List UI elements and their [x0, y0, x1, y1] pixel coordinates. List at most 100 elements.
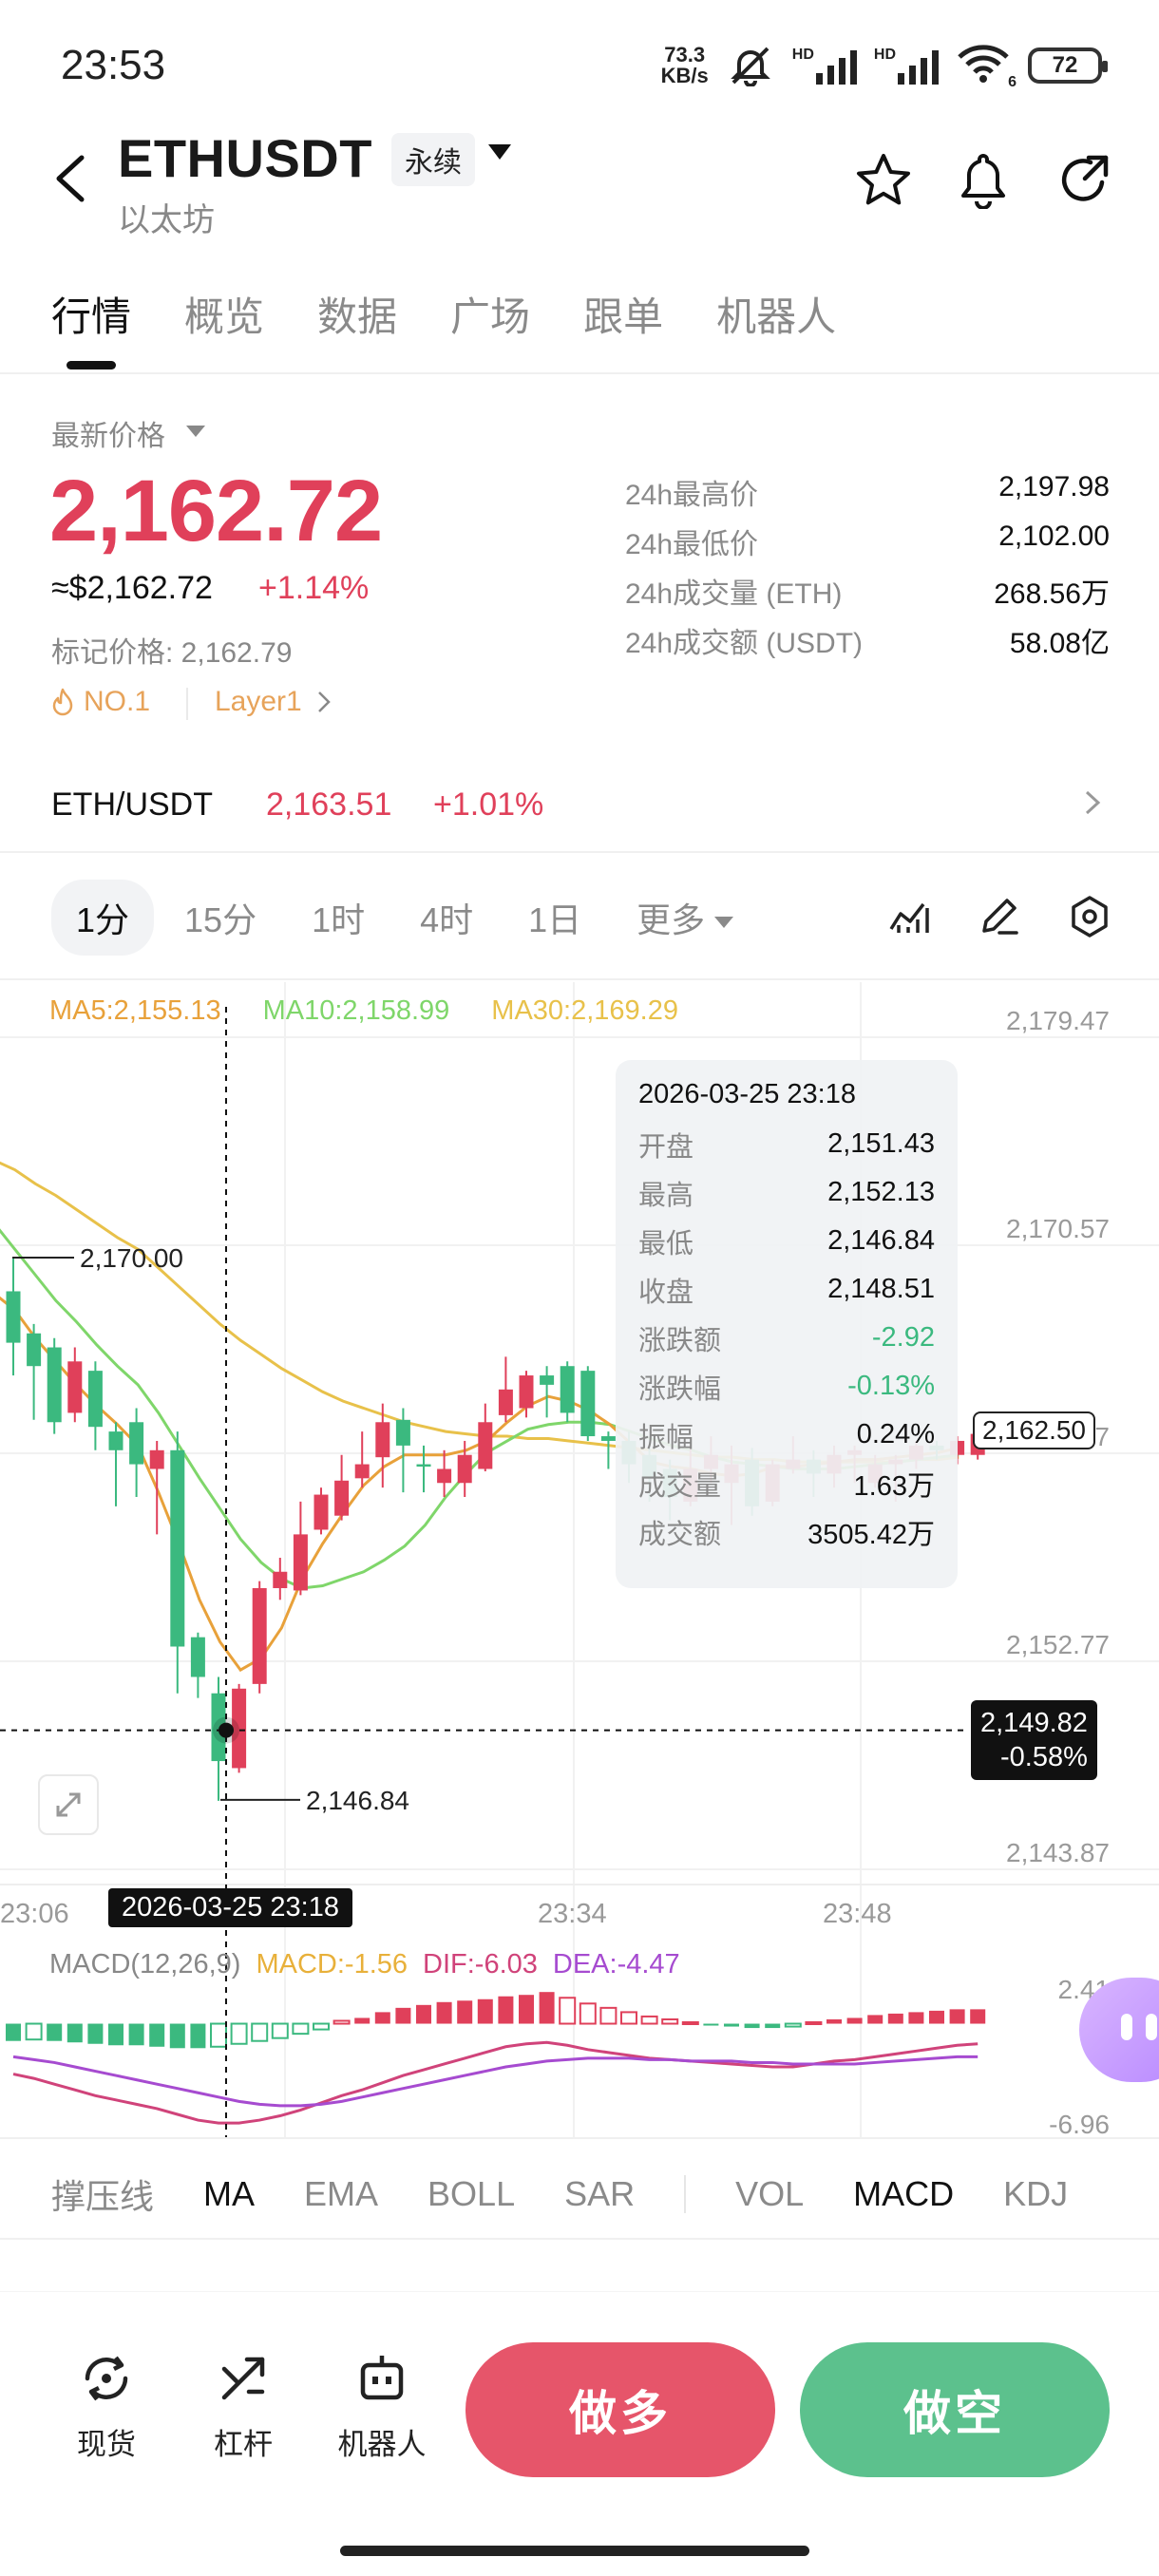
indicator-ma[interactable]: MA	[203, 2174, 256, 2213]
indicator-ema[interactable]: EMA	[304, 2174, 379, 2213]
star-icon[interactable]	[855, 152, 912, 207]
candle-body	[314, 1494, 329, 1530]
ma5-label: MA5:2,155.13	[49, 995, 221, 1026]
macd-bar	[579, 2002, 597, 2025]
robot-eye	[1146, 2014, 1157, 2040]
battery-level: 72	[1052, 52, 1078, 78]
macd-bar	[313, 2022, 330, 2031]
candle-up	[273, 1557, 288, 1601]
bell-icon[interactable]	[956, 150, 1011, 209]
macd-bar	[765, 2023, 781, 2029]
indicator-macd[interactable]: MACD	[853, 2174, 955, 2213]
battery-icon: 72	[1028, 47, 1108, 84]
nav-leverage[interactable]: 杠杆	[196, 2348, 291, 2463]
tab-robot[interactable]: 机器人	[716, 294, 837, 339]
net-speed: 73.3 KB/s	[661, 45, 709, 86]
candle-up	[457, 1440, 472, 1498]
macd-bar	[744, 2023, 760, 2029]
tooltip-row: 涨跌额 -2.92	[638, 1314, 935, 1362]
dea-value: DEA:-4.47	[552, 1949, 680, 1979]
tab-overview[interactable]: 概览	[184, 294, 265, 339]
spot-pair: ETH/USDT	[51, 786, 213, 823]
share-icon[interactable]	[1056, 152, 1113, 207]
indicator-sar[interactable]: SAR	[564, 2174, 636, 2213]
wifi-sub: 6	[1008, 74, 1016, 90]
macd-bar	[908, 2012, 924, 2024]
interval-15m[interactable]: 15分	[184, 900, 257, 939]
tooltip-label: 收盘	[638, 1277, 694, 1308]
contract-type-badge[interactable]: 永续	[391, 133, 475, 186]
chevron-right-icon	[317, 691, 331, 712]
long-button[interactable]: 做多	[466, 2342, 775, 2477]
nav-robot[interactable]: 机器人	[334, 2348, 429, 2463]
tooltip-label: 最低	[638, 1228, 694, 1260]
tab-market[interactable]: 行情	[51, 294, 132, 339]
home-indicator[interactable]	[340, 2546, 809, 2556]
macd-bar	[599, 2006, 618, 2025]
net-speed-unit: KB/s	[660, 64, 709, 87]
indicator-kdj[interactable]: KDJ	[1003, 2174, 1069, 2213]
interval-4h[interactable]: 4时	[420, 900, 474, 939]
stat-value: 58.08亿	[1009, 628, 1110, 659]
price-type-label[interactable]: 最新价格	[51, 421, 165, 452]
candle-body	[211, 1693, 226, 1762]
macd-bar	[949, 2009, 965, 2024]
macd-bar	[395, 2007, 411, 2024]
kline-chart[interactable]: 2,170.002,146.84 2,179.472,170.572,161.6…	[0, 982, 1159, 2137]
candle-up	[498, 1356, 513, 1423]
interval-more[interactable]: 更多	[612, 880, 758, 956]
indicator-support-resistance[interactable]: 撑压线	[51, 2177, 155, 2216]
macd-bar	[271, 2022, 289, 2039]
macd-bar	[128, 2023, 144, 2046]
macd-bar	[681, 2021, 699, 2026]
robot-assistant-icon[interactable]	[1079, 1978, 1159, 2082]
expand-icon[interactable]	[38, 1774, 99, 1835]
macd-bar	[251, 2022, 269, 2042]
candle-down	[580, 1366, 596, 1441]
candle-up	[354, 1431, 370, 1488]
candle-body	[354, 1464, 370, 1479]
indicator-boll[interactable]: BOLL	[428, 2174, 516, 2213]
nav-spot[interactable]: 现货	[59, 2348, 154, 2463]
pencil-icon[interactable]	[978, 895, 1020, 937]
interval-1h[interactable]: 1时	[312, 900, 366, 939]
caret-down-icon[interactable]	[486, 142, 513, 161]
candle-down	[540, 1366, 555, 1418]
net-speed-value: 73.3	[664, 43, 706, 66]
tab-data[interactable]: 数据	[317, 294, 398, 339]
category-tag[interactable]: Layer1	[215, 686, 331, 718]
candle-down	[170, 1431, 185, 1694]
tab-copy-trade[interactable]: 跟单	[583, 294, 664, 339]
tooltip-row: 涨跌幅 -0.13%	[638, 1362, 935, 1411]
chevron-right-icon[interactable]	[1083, 788, 1102, 817]
tooltip-value: 3505.42万	[808, 1519, 935, 1550]
macd-bar	[559, 1997, 577, 2025]
macd-bar	[457, 2000, 473, 2024]
y-tick-label: 2,152.77	[1006, 1630, 1110, 1659]
chart-overlay: 2,170.00 2,146.84	[0, 1007, 969, 2137]
caret-down-icon[interactable]	[186, 426, 205, 437]
settings-icon[interactable]	[1068, 895, 1112, 938]
candle-body	[560, 1366, 575, 1413]
interval-1d[interactable]: 1日	[528, 900, 582, 939]
divider	[0, 372, 1159, 374]
ma30-label: MA30:2,169.29	[491, 995, 678, 1026]
indicator-icon[interactable]	[889, 897, 931, 935]
candle-body	[149, 1449, 164, 1469]
high-annotation: 2,170.00	[80, 1243, 183, 1273]
short-button[interactable]: 做空	[800, 2342, 1110, 2477]
high-marker-line	[12, 1257, 74, 1260]
symbol-title[interactable]: ETHUSDT	[118, 128, 372, 188]
indicator-vol[interactable]: VOL	[735, 2174, 805, 2213]
tab-square[interactable]: 广场	[450, 294, 531, 339]
nav-robot-label: 机器人	[337, 2428, 427, 2461]
price-change-percent: +1.14%	[258, 570, 370, 606]
back-arrow-icon[interactable]	[48, 150, 95, 207]
candle-down	[87, 1361, 103, 1450]
x-tick-label: 23:06	[0, 1899, 69, 1929]
tooltip-value: 2,146.84	[827, 1225, 935, 1256]
interval-1m[interactable]: 1分	[51, 880, 155, 956]
stat-volume: 24h成交量 (ETH) 268.56万	[625, 570, 1110, 619]
candle-body	[190, 1637, 205, 1677]
rank-tag[interactable]: NO.1	[51, 686, 150, 718]
